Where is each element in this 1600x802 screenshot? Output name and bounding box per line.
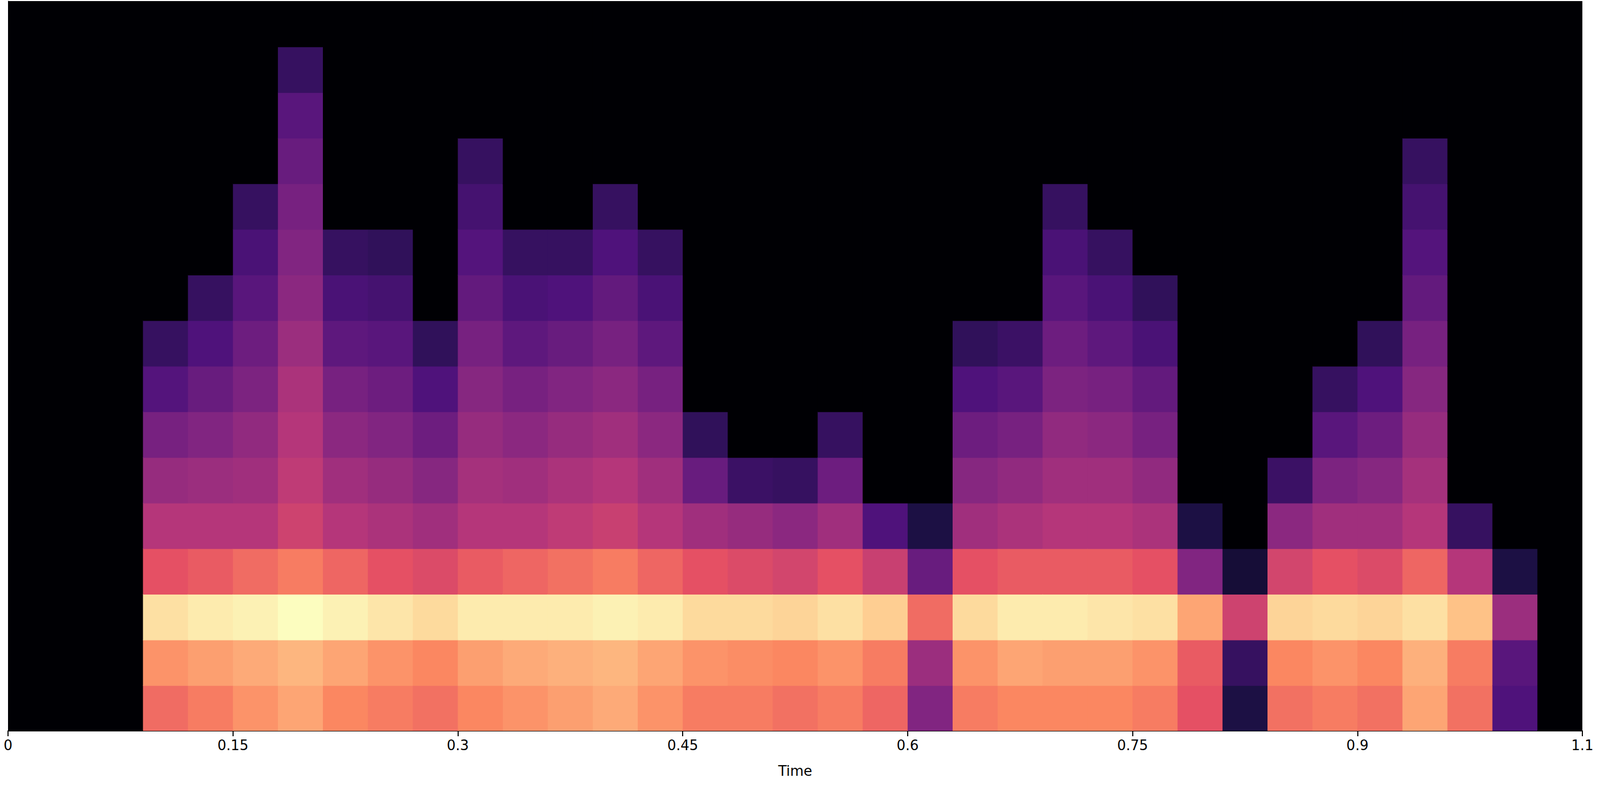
svg-text:Time: Time (777, 762, 813, 779)
svg-text:0.15: 0.15 (217, 737, 249, 754)
svg-text:0.3: 0.3 (446, 737, 469, 754)
svg-text:1.1: 1.1 (1571, 737, 1594, 754)
svg-text:0.9: 0.9 (1346, 737, 1369, 754)
svg-text:0.6: 0.6 (896, 737, 919, 754)
svg-text:0.45: 0.45 (667, 737, 699, 754)
svg-text:0.75: 0.75 (1117, 737, 1149, 754)
svg-text:0: 0 (3, 737, 13, 754)
